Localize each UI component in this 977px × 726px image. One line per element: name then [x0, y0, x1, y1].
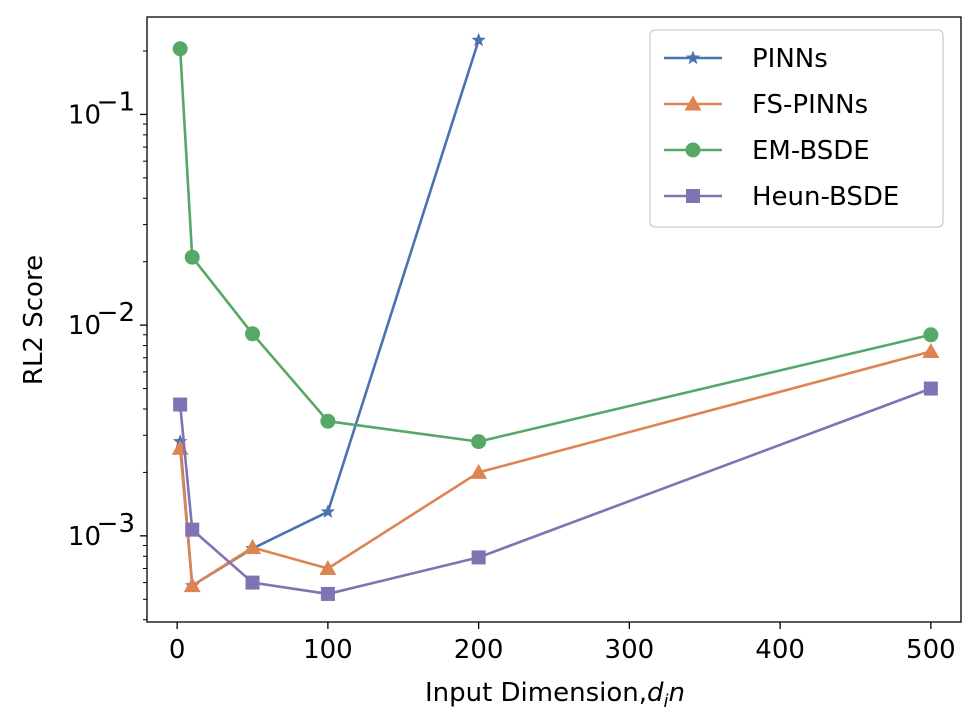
data-point [184, 249, 200, 265]
x-axis-label-math-sub: i [664, 691, 669, 712]
series-fs-pinns [171, 342, 940, 593]
series-layer [171, 32, 940, 601]
series-line [178, 48, 932, 443]
series-em-bsde [172, 41, 939, 450]
data-point [470, 463, 488, 479]
legend-item: PINNs [664, 44, 828, 74]
x-tick-label: 300 [605, 635, 655, 665]
legend-marker [686, 189, 700, 203]
legend-item: Heun-BSDE [664, 182, 899, 212]
data-point [319, 559, 337, 575]
legend-marker [685, 50, 701, 65]
y-axis-label: RL2 Score [19, 255, 49, 385]
data-point [922, 342, 940, 358]
data-point [320, 586, 335, 601]
y-tick-label: 10 [68, 522, 101, 552]
x-tick-label: 100 [303, 635, 353, 665]
plot-area-frame [146, 16, 962, 623]
y-tick-label-base: 10 [68, 522, 101, 552]
data-point [245, 326, 261, 342]
legend-label: Heun-BSDE [752, 182, 899, 212]
data-point [471, 434, 487, 450]
data-point [320, 413, 336, 429]
y-tick-label-exponent: −1 [97, 87, 135, 117]
data-point [173, 397, 188, 412]
x-tick-label: 400 [755, 635, 805, 665]
y-tick-label: 10 [68, 100, 101, 130]
data-point [923, 381, 938, 396]
legend-item: FS-PINNs [664, 90, 868, 120]
x-axis-label-math-base: d [647, 678, 664, 708]
svg-text:Input Dimension,din: Input Dimension,din [425, 678, 685, 712]
data-point [923, 327, 939, 343]
x-axis-label: Input Dimension,din [425, 678, 685, 712]
legend-label: PINNs [752, 44, 828, 74]
data-point [471, 550, 486, 565]
x-tick-label: 500 [906, 635, 956, 665]
y-tick-label-base: 10 [68, 100, 101, 130]
data-point [172, 41, 188, 57]
y-tick-label-exponent: −3 [97, 509, 135, 539]
legend-item: EM-BSDE [664, 136, 870, 166]
y-tick-label: 10 [68, 311, 101, 341]
data-point [244, 539, 262, 555]
data-point [183, 577, 201, 593]
x-axis-label-math-tail: n [669, 678, 685, 708]
data-point [185, 522, 200, 537]
data-point [320, 504, 336, 518]
y-tick-label-base: 10 [68, 311, 101, 341]
series-line [178, 350, 932, 587]
series-heun-bsde [173, 381, 938, 601]
data-point [245, 575, 260, 590]
legend: PINNs FS-PINNs EM-BSDE Heun-BSDE [649, 29, 944, 228]
x-tick-label: 200 [454, 635, 504, 665]
y-tick-label-exponent: −2 [97, 298, 135, 328]
legend-label: FS-PINNs [752, 90, 868, 120]
legend-box [649, 29, 944, 228]
y-minor-ticks [143, 50, 147, 621]
legend-label: EM-BSDE [752, 136, 870, 166]
x-tick-label: 0 [169, 635, 186, 665]
x-axis-label-text: Input Dimension, [425, 678, 647, 708]
legend-marker [684, 95, 702, 111]
series-line [178, 387, 932, 596]
legend-marker [685, 142, 701, 158]
data-point [471, 32, 486, 47]
